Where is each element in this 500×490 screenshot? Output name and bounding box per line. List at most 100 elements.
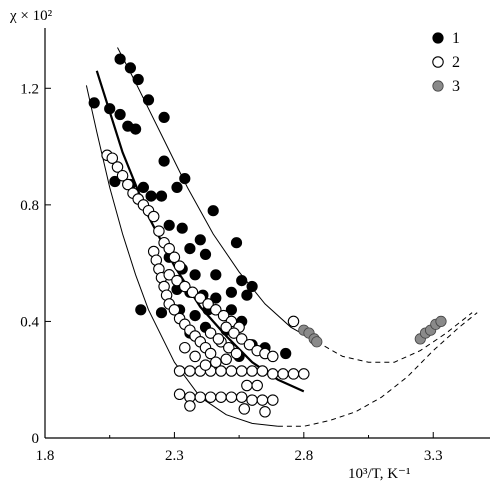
x-tick-label: 3.3 [424,448,443,464]
legend-label-2: 2 [452,54,460,71]
data-point-series-2 [171,274,183,287]
fit-curve-5 [277,312,478,427]
data-point-series-2 [189,350,201,363]
data-point-series-2 [168,304,181,316]
data-point-series-2 [246,365,258,377]
data-point-series-2 [210,304,222,316]
data-point-series-1 [207,205,219,217]
data-point-series-1 [114,108,126,121]
data-point-series-2 [194,391,207,403]
data-point-series-2 [173,260,186,272]
data-point-series-2 [210,356,222,368]
data-point-series-1 [225,304,237,316]
data-point-series-2 [235,365,248,377]
data-point-series-2 [163,269,175,281]
data-point-series-2 [111,161,124,173]
data-point-series-1 [124,62,136,74]
x-tick-label: 2.3 [165,448,184,464]
data-point-series-2 [243,338,256,351]
axis-ticks: 1.8 2.3 2.8 3.3 0 0.4 0.8 1.2 [20,81,442,464]
data-point-series-2 [153,225,165,237]
data-point-series-1 [210,269,222,281]
data-point-series-2 [173,388,186,401]
data-point-series-2 [106,152,119,164]
y-axis-label: χ × 10² [9,8,53,24]
data-point-series-2 [238,403,251,415]
data-point-series-2 [259,406,271,418]
data-point-series-3 [311,336,323,348]
data-point-series-1 [135,304,147,316]
data-point-series-1 [194,234,206,246]
data-point-series-2 [168,251,181,264]
data-point-series-2 [228,327,240,339]
data-point-series-1 [210,292,222,304]
data-point-series-1 [158,111,170,124]
data-point-series-1 [176,222,188,234]
data-point-series-2 [256,365,269,377]
data-point-series-2 [204,327,217,339]
data-point-series-2 [179,341,191,354]
fit-curve-4 [85,85,278,427]
data-point-series-1 [241,289,253,301]
y-tick-label: 0.8 [20,198,39,214]
x-tick-label: 2.8 [294,448,313,464]
data-point-series-2 [116,169,129,182]
data-point-series-2 [235,333,248,345]
data-point-series-1 [137,181,149,193]
data-point-series-3 [435,315,447,327]
data-point-series-1 [155,190,168,202]
data-point-series-1 [158,155,170,167]
data-point-series-2 [194,292,207,304]
data-point-series-2 [256,394,269,406]
data-point-series-1 [104,103,116,115]
data-point-series-1 [199,248,212,260]
data-point-series-2 [204,347,217,360]
y-tick-label: 0.4 [20,314,39,330]
y-tick-label: 1.2 [20,81,39,97]
data-points [88,53,447,418]
legend-marker-1 [432,32,444,44]
data-point-series-1 [155,307,168,319]
data-point-series-1 [130,123,142,135]
y-tick-label: 0 [32,431,40,447]
x-tick-label: 1.8 [36,448,55,464]
fit-curve-2 [316,312,473,363]
x-axis-label: 10³/T, K⁻¹ [348,466,410,482]
data-point-series-1 [246,280,258,293]
data-point-series-2 [215,391,227,403]
data-point-series-2 [225,391,238,403]
legend-marker-3 [432,80,444,92]
data-point-series-2 [173,365,186,377]
data-point-series-1 [145,190,157,202]
legend-marker-2 [432,56,444,68]
data-point-series-1 [163,219,175,231]
data-point-series-2 [184,400,196,412]
data-point-series-1 [280,347,292,360]
data-point-series-1 [171,181,183,193]
data-point-series-1 [225,286,237,298]
legend-label-3: 3 [452,78,460,95]
data-point-series-2 [163,242,175,255]
data-point-series-1 [142,94,155,106]
data-point-series-2 [220,353,232,366]
data-point-series-1 [230,237,243,249]
data-point-series-2 [179,280,191,293]
data-point-series-2 [287,315,300,328]
data-point-series-1 [184,243,196,255]
data-point-series-2 [235,391,248,403]
data-point-series-2 [212,333,225,345]
data-point-series-2 [186,286,199,299]
legend: 1 2 3 [432,30,460,95]
data-point-series-2 [287,368,300,380]
data-point-series-1 [189,309,201,322]
data-point-series-2 [277,368,289,380]
data-point-series-2 [251,379,263,392]
data-point-series-2 [147,210,160,223]
data-point-series-2 [204,391,217,403]
data-point-series-2 [184,365,196,377]
data-point-series-1 [132,73,144,86]
data-point-series-2 [267,394,279,406]
data-point-series-2 [202,298,214,310]
data-point-series-1 [236,274,248,287]
